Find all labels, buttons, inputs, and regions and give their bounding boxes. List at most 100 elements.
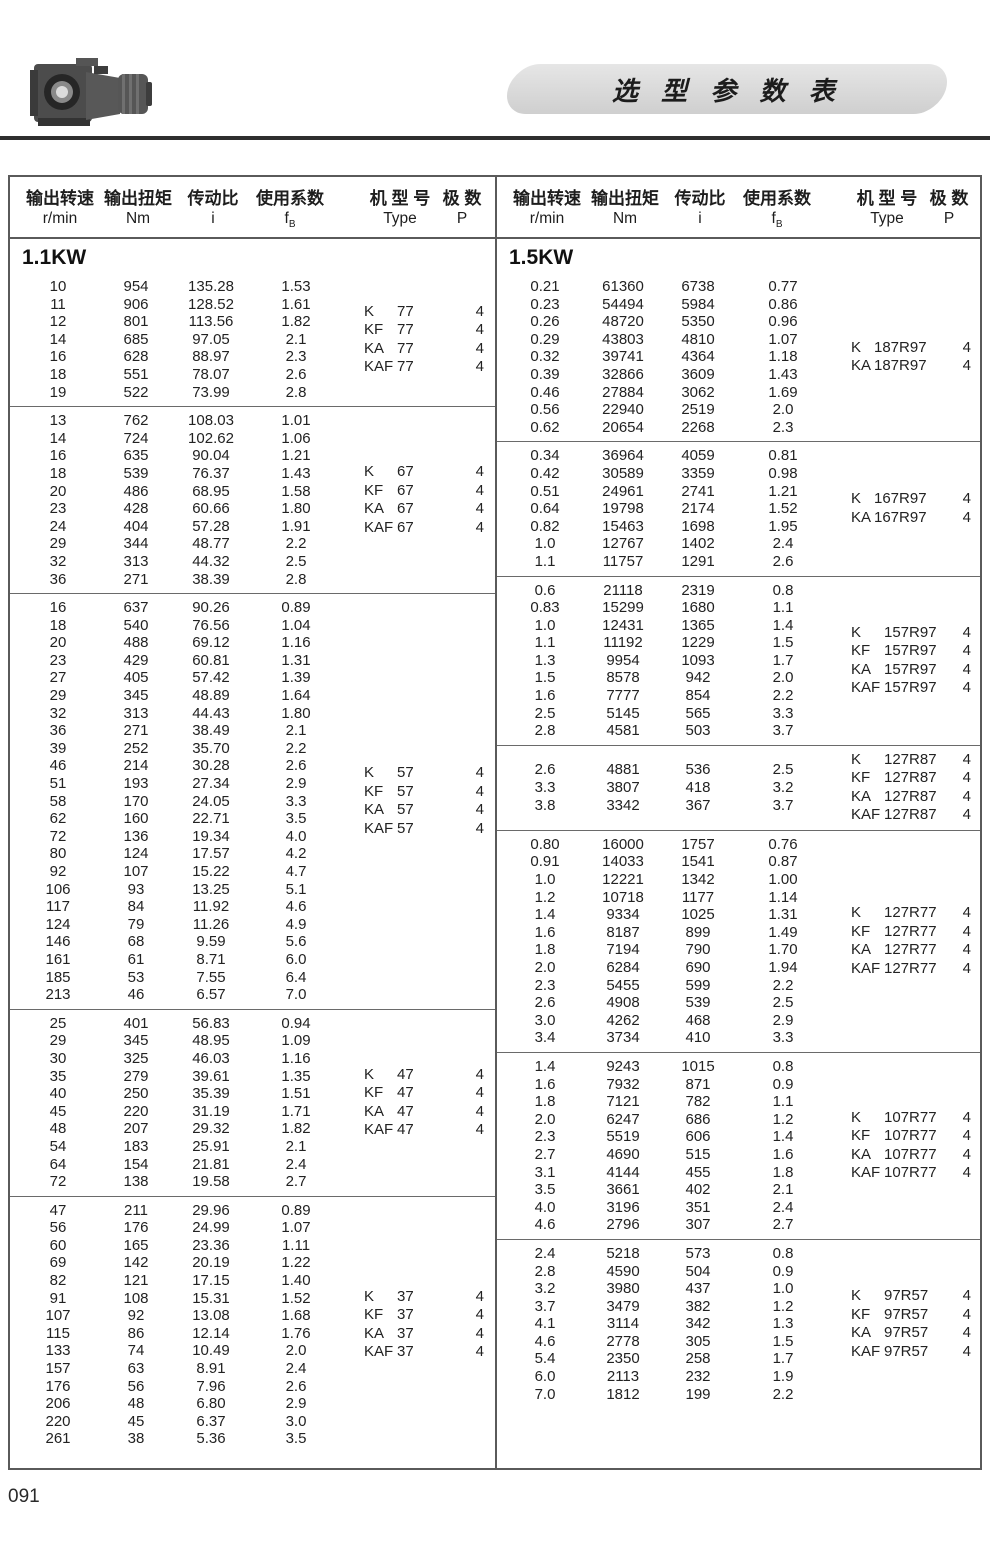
value-cell: 1.31 [281, 651, 311, 669]
type-size: 47 [397, 1102, 414, 1120]
value-cell: 68 [127, 933, 145, 951]
type-size: 97R57 [884, 1287, 929, 1305]
type-size: 57 [397, 819, 414, 837]
type-block: K 77 4 KF 77 4 KA 77 4 KAF 77 4 [364, 303, 484, 377]
table-row: 18 539 76.37 1.43 [20, 465, 356, 483]
table-row: 0.29 43803 4810 1.07 [507, 331, 843, 349]
type-prefix: KF [364, 321, 384, 339]
value-cell: 57.42 [192, 669, 230, 687]
type-row: KAF 77 4 [364, 358, 484, 377]
unit-type: Type [383, 210, 417, 227]
values-grid: 47 211 29.96 0.89 56 176 24.99 1.07 60 165 23.36 1.… [10, 1202, 356, 1448]
type-size: 127R87 [884, 750, 937, 768]
table-row: 124 79 11.26 4.9 [20, 916, 356, 934]
table-row: 20 488 69.12 1.16 [20, 634, 356, 652]
type-size: 37 [397, 1306, 414, 1324]
value-cell: 64 [49, 1155, 67, 1173]
value-cell: 69.12 [192, 634, 230, 652]
value-cell: 7777 [606, 687, 640, 705]
pole-count: 4 [475, 518, 484, 536]
value-cell: 138 [123, 1173, 149, 1191]
value-cell: 1.11 [281, 1236, 311, 1254]
table-row: 1.6 8187 899 1.49 [507, 924, 843, 942]
value-cell: 9.59 [196, 933, 226, 951]
value-cell: 1.00 [768, 871, 798, 889]
value-cell: 0.6 [534, 581, 556, 599]
value-cell: 1.0 [534, 616, 556, 634]
value-cell: 1.9 [772, 1368, 794, 1386]
unit-rmin: r/min [42, 210, 78, 227]
value-cell: 1.07 [281, 1219, 311, 1237]
value-cell: 20 [49, 482, 67, 500]
table-row: 36 271 38.39 2.8 [20, 571, 356, 589]
value-cell: 27884 [602, 383, 644, 401]
value-cell: 18 [49, 616, 67, 634]
type-row: KA 127R87 4 [851, 788, 971, 807]
value-cell: 345 [123, 1032, 149, 1050]
value-cell: 0.26 [530, 313, 560, 331]
table-row: 0.83 15299 1680 1.1 [507, 599, 843, 617]
header-divider [0, 136, 990, 140]
value-cell: 22940 [602, 401, 644, 419]
table-row: 2.3 5519 606 1.4 [507, 1128, 843, 1146]
value-cell: 0.87 [768, 853, 798, 871]
table-row: 0.82 15463 1698 1.95 [507, 518, 843, 536]
value-cell: 39 [49, 739, 67, 757]
pole-count: 4 [475, 801, 484, 819]
value-cell: 4.9 [285, 915, 307, 933]
rating-group: 16 637 90.26 0.89 18 540 76.56 1.04 20 488 69.12 1.… [10, 593, 495, 1009]
power-section-1-5kw: 输出转速 输出扭矩 传动比 使用系数 机 型 号 极 数 r/min Nm i … [495, 177, 980, 1468]
value-cell: 24 [49, 517, 67, 535]
pole-count: 4 [962, 1145, 971, 1163]
value-cell: 115 [46, 1324, 70, 1342]
type-row: K 127R77 4 [851, 904, 971, 923]
type-size: 57 [397, 764, 414, 782]
pole-count: 4 [962, 1305, 971, 1323]
table-row: 5.4 2350 258 1.7 [507, 1350, 843, 1368]
type-size: 57 [397, 782, 414, 800]
value-cell: 185 [45, 968, 71, 986]
table-row: 72 138 19.58 2.7 [20, 1173, 356, 1191]
value-cell: 0.89 [281, 599, 311, 617]
table-row: 16 628 88.97 2.3 [20, 348, 356, 366]
table-row: 20 486 68.95 1.58 [20, 483, 356, 501]
table-row: 16 637 90.26 0.89 [20, 599, 356, 617]
value-cell: 6738 [681, 278, 715, 295]
type-prefix: KAF [364, 1343, 394, 1361]
value-cell: 32 [49, 704, 67, 722]
table-row: 185 53 7.55 6.4 [20, 969, 356, 987]
value-cell: 515 [685, 1145, 711, 1163]
table-row: 2.7 4690 515 1.6 [507, 1146, 843, 1164]
table-row: 62 160 22.71 3.5 [20, 810, 356, 828]
table-row: 3.5 3661 402 2.1 [507, 1181, 843, 1199]
value-cell: 211 [124, 1201, 148, 1219]
header-service-factor: 使用系数 [256, 189, 324, 208]
value-cell: 540 [123, 616, 149, 634]
value-cell: 48 [127, 1395, 145, 1413]
pole-count: 4 [475, 1324, 484, 1342]
pole-count: 4 [475, 1084, 484, 1102]
value-cell: 19.58 [192, 1173, 230, 1191]
value-cell: 1.5 [534, 669, 556, 687]
value-cell: 4.0 [285, 827, 307, 845]
type-size: 107R77 [884, 1164, 937, 1182]
table-row: 3.7 3479 382 1.2 [507, 1298, 843, 1316]
page-title: 选 型 参 数 表 [611, 75, 843, 106]
value-cell: 69 [49, 1254, 67, 1272]
value-cell: 3.7 [772, 722, 794, 740]
value-cell: 2.2 [285, 739, 307, 757]
type-size: 167R97 [874, 508, 927, 526]
table-row: 60 165 23.36 1.11 [20, 1237, 356, 1255]
table-row: 4.0 3196 351 2.4 [507, 1199, 843, 1217]
value-cell: 3609 [681, 365, 715, 383]
value-cell: 2778 [606, 1332, 640, 1350]
type-prefix: KA [364, 801, 385, 819]
value-cell: 1.76 [281, 1324, 311, 1342]
value-cell: 2.3 [534, 1128, 556, 1146]
table-row: 47 211 29.96 0.89 [20, 1202, 356, 1220]
unit-i: i [211, 210, 215, 227]
value-cell: 1.6 [534, 687, 556, 705]
value-cell: 0.42 [530, 464, 560, 482]
value-cell: 29 [49, 1032, 67, 1050]
value-cell: 4262 [606, 1011, 640, 1029]
